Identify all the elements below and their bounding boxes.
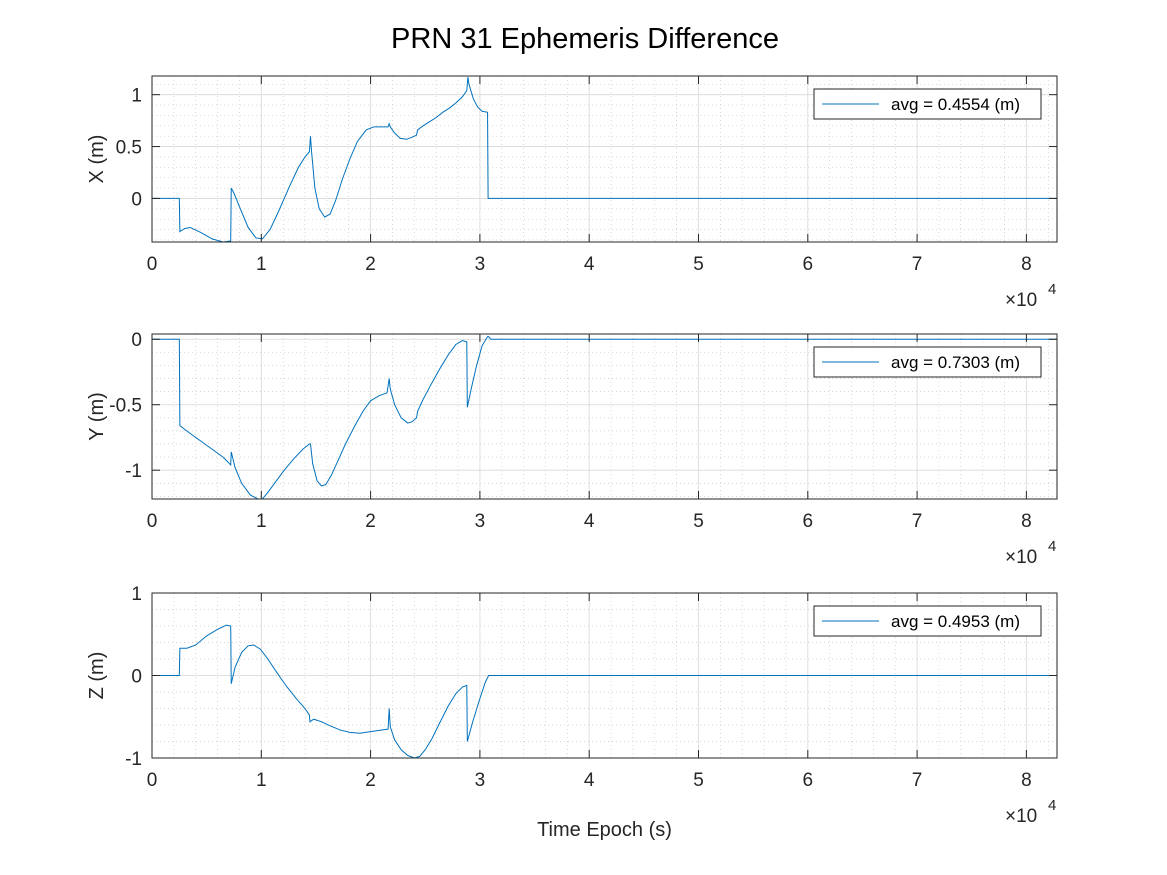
axes-box: [151, 333, 1058, 500]
y-axis-label: X (m): [86, 135, 108, 184]
legend-entry: avg = 0.7303 (m): [891, 353, 1020, 372]
y-tick-label: 0.5: [116, 138, 142, 159]
x-tick-label: 1: [256, 254, 267, 275]
x-tick-label: 1: [256, 511, 267, 532]
x-tick-label: 4: [584, 511, 595, 532]
x-tick-label: 5: [693, 511, 704, 532]
x-tick-label: 6: [803, 254, 814, 275]
y-tick-label: 0: [131, 330, 142, 351]
series-line-1: [152, 336, 1057, 499]
x-tick-label: 4: [584, 254, 595, 275]
legend: avg = 0.7303 (m): [813, 346, 1042, 378]
x-tick-label: 3: [475, 770, 486, 791]
x-tick-label: 5: [693, 770, 704, 791]
x-tick-label: 8: [1021, 770, 1032, 791]
x-tick-label: 6: [803, 770, 814, 791]
x-tick-label: 3: [475, 254, 486, 275]
y-tick-label: 1: [131, 584, 142, 605]
x-tick-label: 0: [147, 511, 158, 532]
y-tick-label: 0: [131, 667, 142, 688]
x-exponent-label: ×10: [1005, 547, 1037, 568]
legend-entry: avg = 0.4953 (m): [891, 612, 1020, 631]
x-tick-label: 2: [365, 254, 376, 275]
legend-entry: avg = 0.4554 (m): [891, 95, 1020, 114]
x-tick-label: 1: [256, 770, 267, 791]
x-exponent-label: ×10: [1005, 806, 1037, 827]
x-tick-label: 2: [365, 770, 376, 791]
series-line-1: [152, 76, 1057, 242]
x-tick-label: 7: [912, 511, 923, 532]
y-axis-label: Z (m): [86, 652, 108, 700]
x-tick-label: 8: [1021, 254, 1032, 275]
x-tick-label: 7: [912, 254, 923, 275]
legend: avg = 0.4953 (m): [813, 605, 1042, 637]
y-tick-label: -0.5: [109, 396, 142, 417]
legend: avg = 0.4554 (m): [813, 88, 1042, 120]
x-exponent-power: 4: [1048, 281, 1056, 298]
figure-title: PRN 31 Ephemeris Difference: [391, 23, 779, 55]
y-axis-label: Y (m): [86, 392, 108, 441]
x-tick-label: 8: [1021, 511, 1032, 532]
y-tick-label: -1: [125, 461, 142, 482]
x-tick-label: 3: [475, 511, 486, 532]
subplot-2: 0 1 2 3 4 5 6 7 8 -1 -0.5 0 ×10 4 Y (m) avg = 0.7303 (m…: [86, 330, 1058, 568]
x-tick-label: 6: [803, 511, 814, 532]
x-tick-label: 4: [584, 770, 595, 791]
x-tick-label: 2: [365, 511, 376, 532]
x-tick-label: 0: [147, 254, 158, 275]
series-line-1: [152, 624, 1057, 758]
y-tick-label: 0: [131, 189, 142, 210]
y-tick-label: -1: [125, 749, 142, 770]
x-tick-label: 5: [693, 254, 704, 275]
x-exponent-label: ×10: [1005, 290, 1037, 311]
x-tick-label: 7: [912, 770, 923, 791]
axes-box: [151, 75, 1058, 243]
subplot-1: 0 1 2 3 4 5 6 7 8 0 0.5 1 ×10 4 X (m) avg = 0.4554 (m): [86, 75, 1058, 311]
x-exponent-power: 4: [1048, 797, 1056, 814]
x-exponent-power: 4: [1048, 538, 1056, 555]
x-axis-label: Time Epoch (s): [537, 819, 672, 841]
y-tick-label: 1: [131, 86, 142, 107]
x-tick-label: 0: [147, 770, 158, 791]
